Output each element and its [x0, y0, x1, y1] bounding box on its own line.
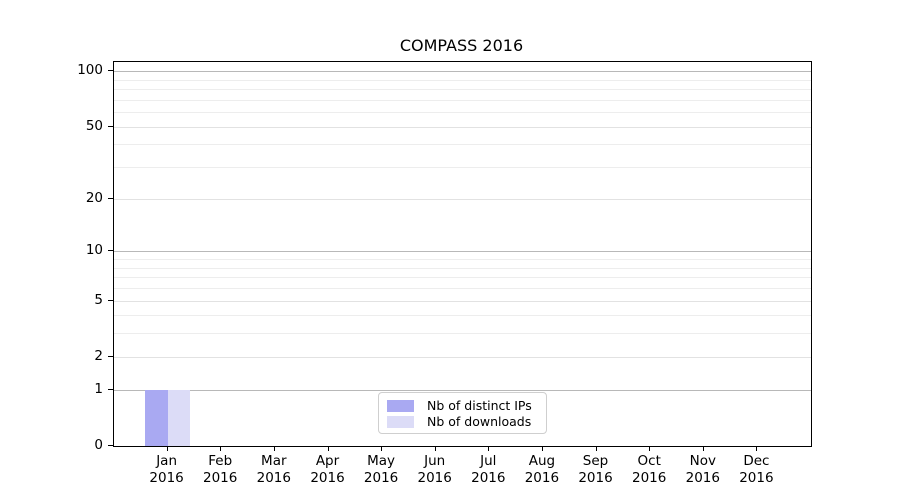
x-tick-month: Feb: [208, 453, 233, 469]
x-tick-label: Oct 2016: [619, 453, 679, 487]
minor-gridline: [114, 267, 811, 269]
y-tick-mark: [108, 70, 113, 72]
plot-area: [113, 61, 812, 447]
y-tick-label: 2: [94, 347, 103, 364]
y-tick-label: 0: [94, 437, 103, 453]
x-tick-year: 2016: [417, 470, 452, 486]
minor-gridline: [114, 144, 811, 146]
x-tick-label: Mar 2016: [244, 453, 304, 487]
x-tick-label: Aug 2016: [512, 453, 572, 487]
x-tick-year: 2016: [524, 470, 560, 486]
x-tick-label: Jan 2016: [137, 453, 197, 487]
x-tick-mark: [649, 446, 651, 451]
x-tick-label: Feb 2016: [190, 453, 250, 487]
x-tick-year: 2016: [685, 470, 720, 486]
x-tick-mark: [381, 446, 383, 451]
major-gridline: [114, 251, 811, 253]
major-gridline: [114, 71, 811, 73]
y-tick-label: 100: [77, 62, 103, 79]
y-tick-mark: [108, 445, 113, 446]
x-tick-mark: [702, 446, 704, 451]
x-tick-year: 2016: [363, 470, 399, 486]
x-tick-label: Jul 2016: [458, 453, 518, 487]
y-tick-mark: [108, 388, 113, 390]
x-tick-month: Jul: [480, 453, 497, 469]
x-tick-mark: [273, 446, 275, 451]
bar-nb-of-distinct-ips-jan: [145, 389, 168, 446]
y-tick-mark: [108, 125, 113, 127]
minor-gridline: [114, 99, 811, 101]
gridline: [114, 126, 811, 128]
x-tick-label: Nov 2016: [673, 453, 733, 487]
y-tick-mark: [108, 250, 113, 252]
minor-gridline: [114, 315, 811, 317]
x-tick-year: 2016: [578, 470, 613, 486]
y-tick-label: 10: [85, 242, 103, 259]
x-tick-mark: [595, 446, 597, 451]
x-tick-year: 2016: [149, 470, 184, 486]
bar-nb-of-downloads-jan: [167, 389, 191, 446]
x-tick-year: 2016: [471, 470, 506, 486]
legend: Nb of distinct IPs Nb of downloads: [378, 392, 547, 434]
x-tick-mark: [488, 446, 490, 451]
gridline: [114, 356, 811, 358]
y-tick-label: 20: [85, 189, 103, 206]
x-tick-year: 2016: [256, 470, 291, 486]
minor-gridline: [114, 112, 811, 114]
legend-label-distinct-ips: Nb of distinct IPs: [427, 398, 532, 413]
y-tick-mark: [108, 197, 113, 199]
legend-entry-downloads: Nb of downloads: [387, 414, 538, 429]
minor-gridline: [114, 167, 811, 169]
x-tick-label: Sep 2016: [566, 453, 626, 487]
y-tick-mark: [108, 355, 113, 357]
x-tick-label: Apr 2016: [298, 453, 358, 487]
minor-gridline: [114, 89, 811, 90]
x-tick-year: 2016: [632, 470, 667, 486]
x-tick-month: Nov: [689, 453, 716, 469]
legend-swatch-distinct-ips: [387, 399, 414, 412]
x-tick-month: Jan: [156, 453, 177, 469]
major-gridline: [114, 389, 811, 391]
x-tick-year: 2016: [203, 470, 238, 486]
x-tick-month: Jun: [424, 453, 446, 469]
minor-gridline: [114, 79, 811, 81]
x-tick-mark: [756, 446, 758, 451]
x-tick-label: May 2016: [351, 453, 411, 487]
x-tick-mark: [541, 446, 543, 451]
minor-gridline: [114, 277, 811, 279]
x-tick-mark: [166, 446, 168, 451]
x-tick-month: Oct: [637, 453, 661, 469]
minor-gridline: [114, 259, 811, 260]
minor-gridline: [114, 287, 811, 289]
y-tick-label: 50: [85, 117, 103, 134]
x-tick-month: Sep: [582, 453, 609, 469]
gridline: [114, 198, 811, 200]
gridline: [114, 300, 811, 302]
y-tick-mark: [108, 299, 113, 301]
x-tick-month: May: [367, 453, 396, 469]
legend-label-downloads: Nb of downloads: [427, 414, 532, 429]
y-tick-label: 5: [94, 291, 103, 308]
x-tick-month: Mar: [261, 453, 287, 469]
chart-title: COMPASS 2016: [399, 36, 524, 55]
x-tick-month: Apr: [315, 453, 340, 469]
x-tick-mark: [327, 446, 329, 451]
x-tick-month: Dec: [743, 453, 770, 469]
legend-entry-distinct-ips: Nb of distinct IPs: [387, 398, 538, 413]
x-tick-year: 2016: [739, 470, 774, 486]
y-tick-label: 1: [94, 380, 103, 397]
x-tick-label: Dec 2016: [726, 453, 786, 487]
x-tick-month: Aug: [528, 453, 556, 469]
x-tick-mark: [434, 446, 436, 451]
minor-gridline: [114, 333, 811, 335]
legend-swatch-downloads: [387, 415, 414, 428]
x-tick-year: 2016: [310, 470, 345, 486]
x-tick-mark: [220, 446, 222, 451]
x-tick-label: Jun 2016: [405, 453, 465, 487]
